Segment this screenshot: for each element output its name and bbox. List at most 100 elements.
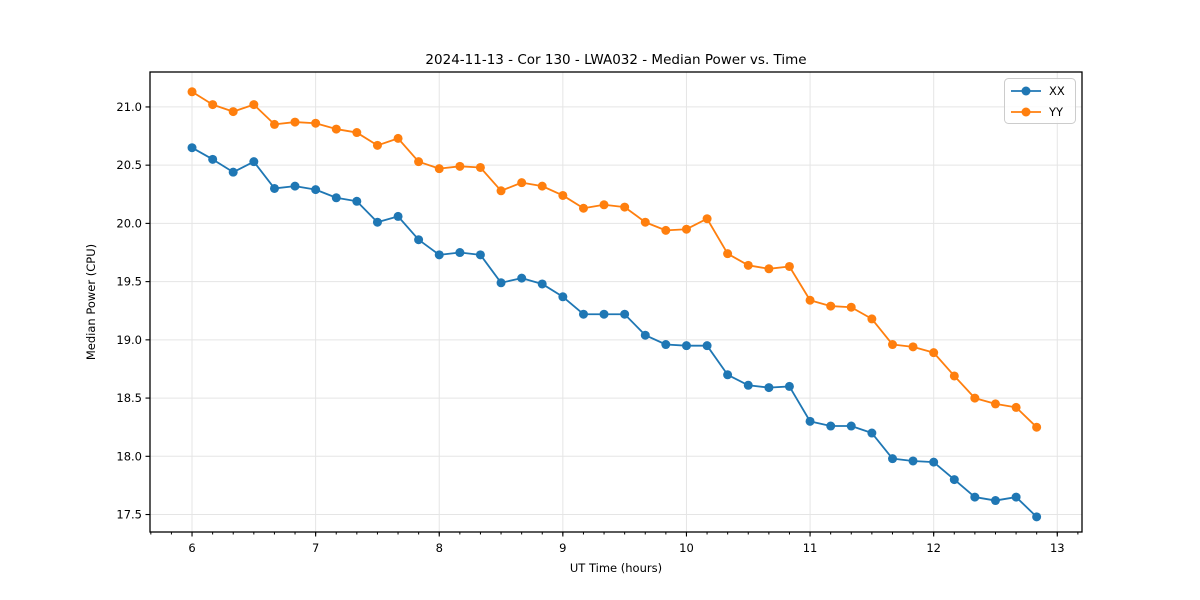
- data-point-xx: [414, 235, 424, 245]
- data-point-yy: [517, 178, 527, 188]
- data-point-yy: [578, 203, 588, 213]
- data-point-xx: [888, 454, 898, 464]
- x-tick-label: 7: [312, 541, 319, 555]
- data-point-yy: [826, 301, 836, 311]
- data-point-xx: [1032, 512, 1042, 522]
- data-point-xx: [723, 370, 733, 380]
- y-tick-label: 19.5: [116, 275, 142, 289]
- data-point-yy: [681, 224, 691, 234]
- data-point-yy: [475, 162, 485, 172]
- data-point-xx: [578, 309, 588, 319]
- data-point-xx: [846, 421, 856, 431]
- data-point-xx: [599, 309, 609, 319]
- data-point-xx: [949, 475, 959, 485]
- data-point-xx: [311, 185, 321, 195]
- data-point-xx: [929, 457, 939, 467]
- data-point-yy: [455, 161, 465, 171]
- data-point-xx: [702, 341, 712, 351]
- data-point-yy: [661, 225, 671, 235]
- data-point-xx: [208, 154, 218, 164]
- legend: XX YY: [1004, 78, 1076, 124]
- data-point-xx: [249, 157, 259, 167]
- axes-spines: [149, 71, 1083, 533]
- x-tick-label: 6: [188, 541, 195, 555]
- data-point-xx: [228, 167, 238, 177]
- data-point-yy: [1011, 402, 1021, 412]
- legend-box: [1004, 78, 1076, 124]
- data-point-xx: [681, 341, 691, 351]
- data-point-xx: [743, 380, 753, 390]
- data-point-xx: [187, 143, 197, 153]
- data-point-yy: [372, 140, 382, 150]
- data-point-xx: [372, 217, 382, 227]
- data-point-xx: [393, 211, 403, 221]
- data-point-xx: [620, 309, 630, 319]
- data-point-yy: [1032, 422, 1042, 432]
- data-point-yy: [290, 117, 300, 127]
- data-point-yy: [970, 393, 980, 403]
- data-point-yy: [558, 190, 568, 200]
- data-point-xx: [990, 496, 1000, 506]
- y-tick-label: 18.5: [116, 391, 142, 405]
- x-tick-label: 10: [679, 541, 694, 555]
- data-point-yy: [496, 186, 506, 196]
- y-tick-label: 18.0: [116, 449, 142, 463]
- data-point-yy: [331, 124, 341, 134]
- x-tick-label: 11: [803, 541, 818, 555]
- data-point-yy: [208, 100, 218, 110]
- x-tick-label: 12: [926, 541, 941, 555]
- data-point-yy: [764, 264, 774, 274]
- data-point-xx: [331, 193, 341, 203]
- data-point-xx: [475, 250, 485, 260]
- data-point-xx: [661, 340, 671, 350]
- data-point-xx: [496, 278, 506, 288]
- plot-area: 6 7 8 9 10 11 12 13 17.5 18.0 18.5 19.0 19.5 20.0 20.5…: [116, 71, 1083, 555]
- data-point-xx: [764, 383, 774, 393]
- data-point-yy: [990, 399, 1000, 409]
- y-tick-label: 17.5: [116, 508, 142, 522]
- data-point-xx: [640, 330, 650, 340]
- legend-label-xx: XX: [1049, 84, 1065, 98]
- data-point-yy: [537, 181, 547, 191]
- data-point-yy: [434, 164, 444, 174]
- legend-label-yy: YY: [1048, 105, 1064, 119]
- data-point-yy: [249, 100, 259, 110]
- data-point-yy: [599, 200, 609, 210]
- data-point-yy: [640, 217, 650, 227]
- data-point-xx: [805, 416, 815, 426]
- data-point-yy: [352, 128, 362, 138]
- plot-background: [150, 72, 1082, 532]
- data-point-xx: [867, 428, 877, 438]
- data-point-yy: [187, 87, 197, 97]
- y-tick-label: 21.0: [116, 100, 142, 114]
- data-point-yy: [311, 118, 321, 128]
- data-point-xx: [784, 381, 794, 391]
- data-point-yy: [723, 249, 733, 259]
- data-point-yy: [228, 107, 238, 117]
- data-point-yy: [702, 214, 712, 224]
- x-tick-label: 13: [1050, 541, 1065, 555]
- chart-title: 2024-11-13 - Cor 130 - LWA032 - Median P…: [425, 52, 806, 68]
- data-point-yy: [784, 261, 794, 271]
- y-tick-label: 19.0: [116, 333, 142, 347]
- data-point-yy: [867, 314, 877, 324]
- data-point-xx: [1011, 492, 1021, 502]
- x-tick-label: 9: [559, 541, 566, 555]
- data-point-yy: [269, 119, 279, 129]
- data-point-yy: [888, 340, 898, 350]
- y-tick-label: 20.0: [116, 216, 142, 230]
- data-point-yy: [743, 260, 753, 270]
- data-point-xx: [558, 292, 568, 302]
- y-tick-label: 20.5: [116, 158, 142, 172]
- data-point-yy: [929, 348, 939, 358]
- legend-marker-yy: [1021, 107, 1031, 117]
- data-point-yy: [414, 157, 424, 167]
- data-point-xx: [290, 181, 300, 191]
- data-point-yy: [805, 295, 815, 305]
- x-axis-label: UT Time (hours): [570, 561, 662, 575]
- data-point-xx: [517, 273, 527, 283]
- y-axis-label: Median Power (CPU): [84, 244, 98, 360]
- data-point-yy: [949, 371, 959, 381]
